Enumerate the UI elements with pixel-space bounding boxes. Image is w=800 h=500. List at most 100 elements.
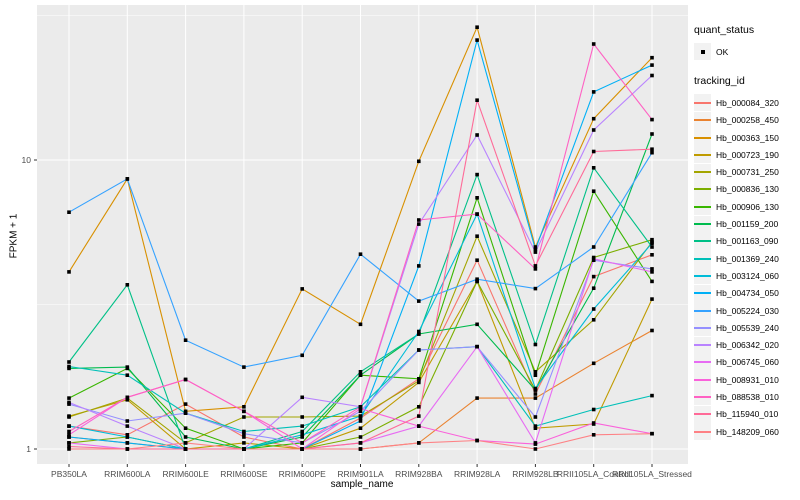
data-point [650,267,654,271]
data-point [358,252,363,256]
legend-label: Hb_004734_050 [716,288,779,299]
legend-title-tracking-id: tracking_id [694,75,745,88]
data-point [300,415,304,419]
legend-line-swatch [694,413,711,416]
data-point [417,332,421,336]
data-point [417,159,421,164]
data-point [417,218,421,222]
data-point [650,279,654,284]
data-point [650,73,654,78]
data-point [650,393,654,398]
data-point [417,377,421,381]
data-point [650,132,654,136]
legend-item: Hb_003124_060 [694,267,800,285]
data-point [125,373,130,377]
legend-item: Hb_088538_010 [694,388,800,406]
legend-key [694,267,711,285]
data-point [533,247,538,252]
data-point [533,264,538,268]
data-point [358,426,363,430]
data-point [650,241,654,246]
point-marker-icon [700,49,705,54]
legend-label: Hb_008931_010 [716,374,779,385]
legend-key [694,180,711,198]
data-point [591,90,596,94]
data-point [358,322,363,327]
data-point [417,222,421,226]
x-tick-label: RRIM600PE [279,469,327,479]
data-point [358,416,363,420]
data-point [183,447,188,451]
data-point [475,172,479,177]
legend-line-swatch [694,361,711,364]
data-point [67,210,71,214]
data-point [183,409,188,414]
data-point [67,366,71,371]
data-point [242,415,246,419]
data-point [533,447,538,451]
data-point [125,424,130,428]
legend-item: Hb_006745_060 [694,353,800,371]
data-point [242,429,246,434]
x-axis-title: sample_name [330,479,394,490]
data-point [300,429,304,434]
data-point [67,270,71,274]
legend-key [694,129,711,147]
legend-label: Hb_000906_130 [716,201,779,212]
data-point [591,116,596,121]
data-point [67,400,71,405]
data-point [300,433,304,437]
data-point [67,396,71,400]
data-point [591,166,596,170]
data-point [300,435,304,439]
legend-item: Hb_148209_060 [694,423,800,441]
data-point [591,307,596,311]
legend-key [694,371,711,389]
data-point [125,395,130,400]
data-point [183,435,188,439]
legend-item: Hb_004734_050 [694,284,800,302]
legend-key [694,319,711,337]
data-point [591,318,596,322]
data-point [533,415,538,419]
legend-item: Hb_000731_250 [694,163,800,181]
legend-key [694,111,711,129]
data-point [358,441,363,445]
legend-key [694,232,711,250]
legend-line-swatch [694,223,711,226]
data-point [533,370,538,374]
legend-item: Hb_005224_030 [694,302,800,319]
data-point [125,283,130,287]
x-tick-label: RRIM600SE [220,469,268,479]
data-point [650,328,654,333]
legend-label: Hb_000363_150 [716,132,779,143]
data-point [591,274,596,279]
legend-line-swatch [694,378,711,381]
data-point [475,258,479,262]
data-point [242,365,246,369]
data-point [242,431,246,436]
legend-key [694,423,711,441]
x-tick-label: RRIM901LA [337,469,384,479]
data-point [417,329,421,334]
data-point [650,150,654,155]
data-point [125,419,130,423]
legend-item: Hb_001163_090 [694,232,800,250]
data-point [475,396,479,400]
data-point [475,38,479,42]
data-point [67,444,71,449]
data-point [125,365,130,369]
legend-line-swatch [694,101,711,104]
data-point [591,286,596,290]
data-point [475,133,479,137]
legend-label: Hb_006342_020 [716,340,779,351]
legend-line-swatch [694,430,711,433]
data-point [183,377,188,382]
data-point [125,433,130,437]
data-point [417,414,421,418]
data-point [67,441,71,445]
data-point [300,447,304,451]
data-point [183,411,188,415]
data-point [650,55,654,60]
x-tick-label: RRIM600LA [104,469,151,479]
